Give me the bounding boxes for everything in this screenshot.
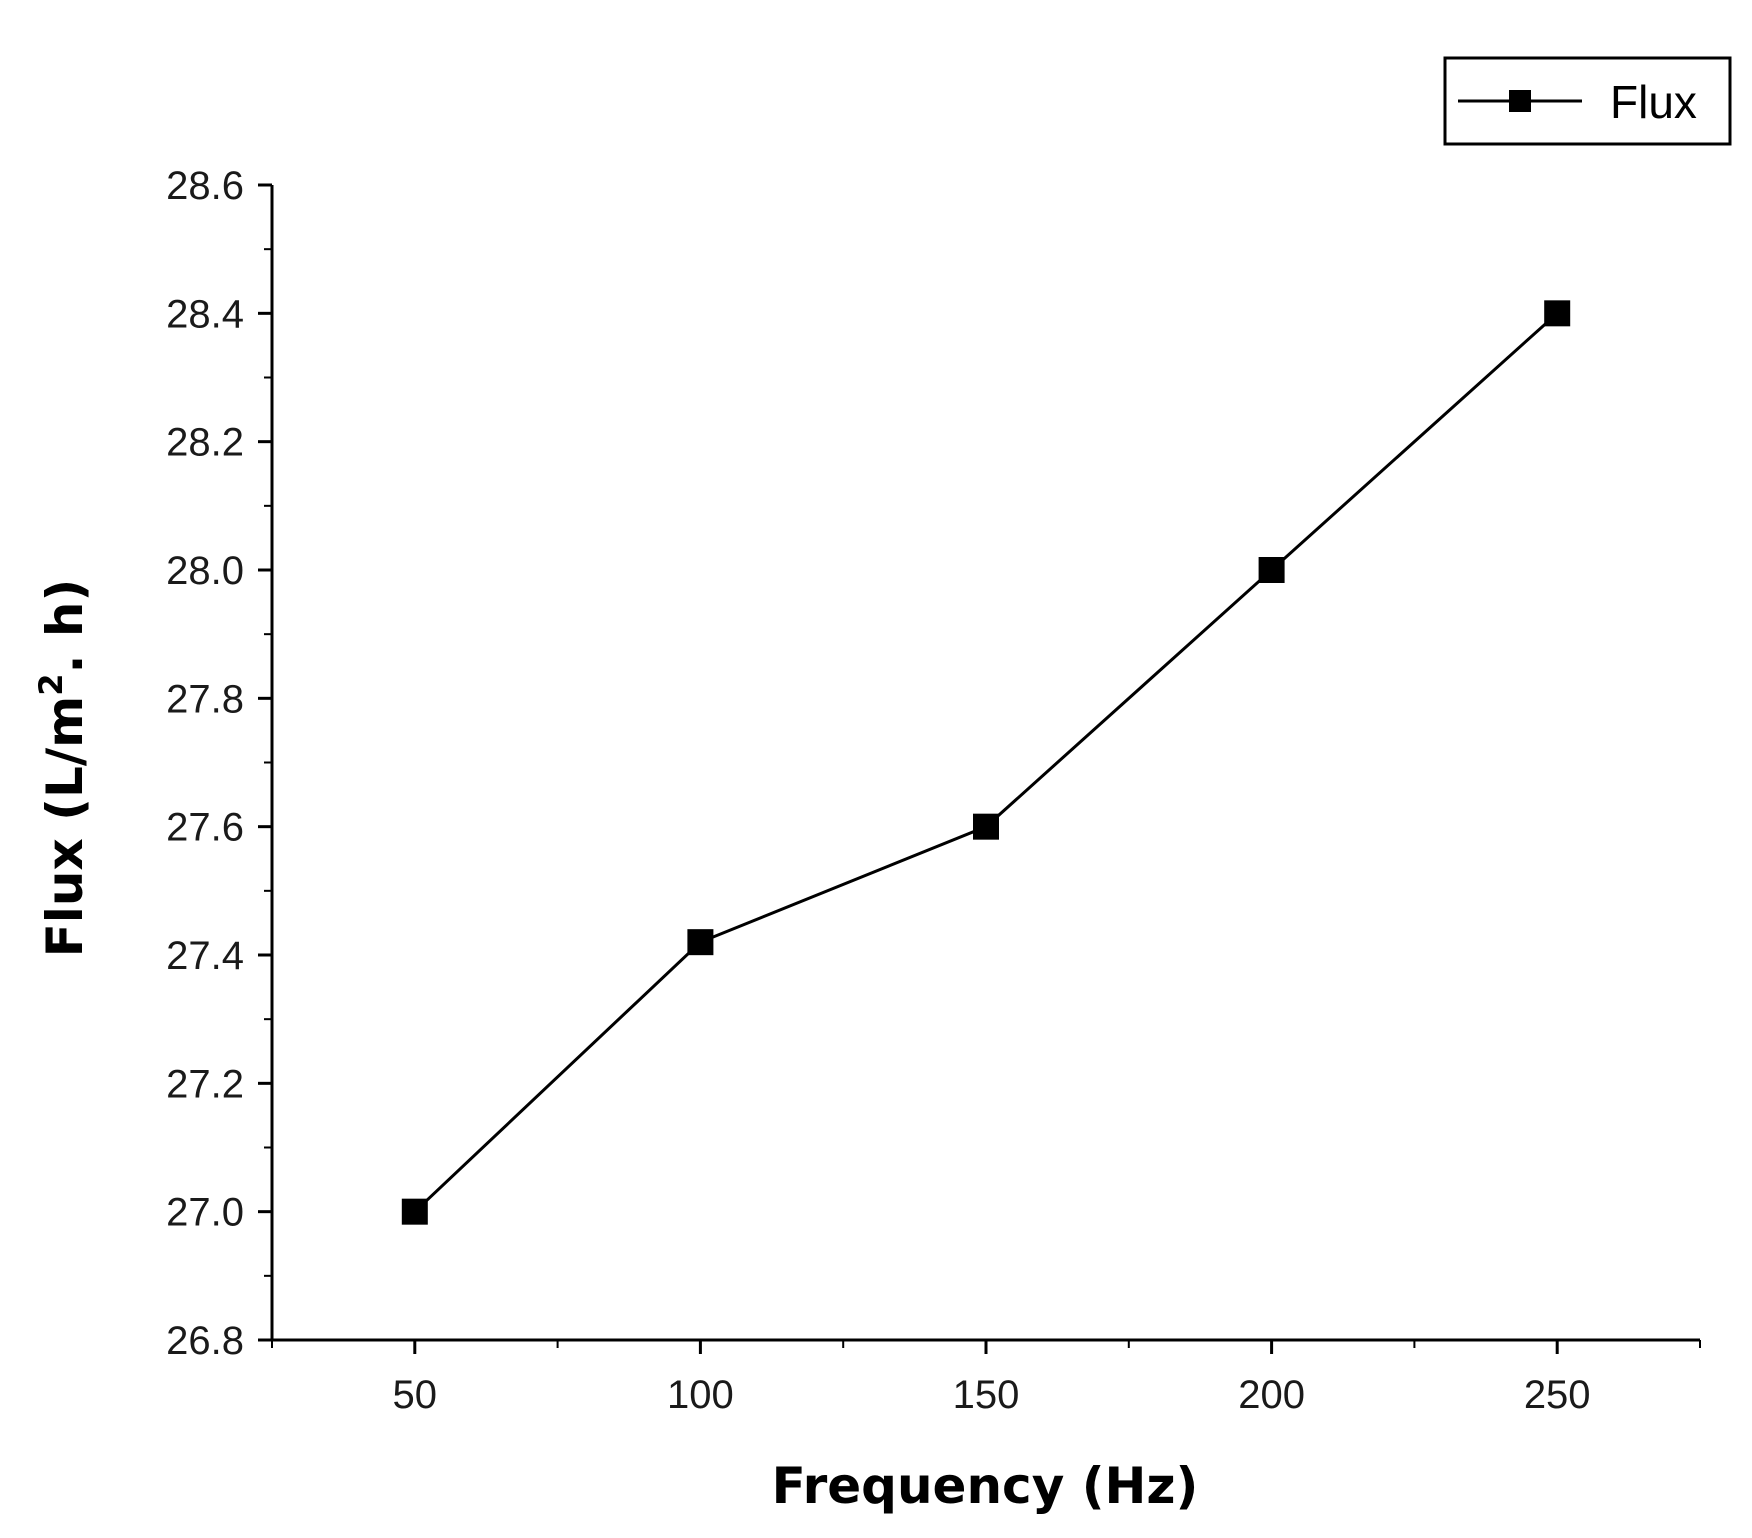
x-axis-title: Frequency (Hz) — [772, 1457, 1199, 1515]
series-line-flux — [413, 312, 1559, 1213]
y-axis-title-prefix: Flux (L/m — [36, 696, 94, 958]
y-tick-label: 27.6 — [166, 806, 244, 850]
y-tick-label: 27.4 — [166, 934, 244, 978]
y-tick-label: 26.8 — [166, 1319, 244, 1363]
x-tick-label: 150 — [953, 1373, 1020, 1417]
data-point-marker — [973, 813, 999, 840]
y-tick-label: 27.8 — [166, 677, 244, 721]
ticks: 26.8 27.0 27.2 27.4 27.6 27.8 28.0 28.2 28.4 28.6… — [166, 164, 1701, 1417]
x-tick-label: 200 — [1238, 1373, 1305, 1417]
data-point-marker — [687, 929, 714, 956]
y-tick-label: 28.2 — [166, 421, 244, 465]
legend-marker-swatch — [1509, 90, 1531, 112]
y-tick-label: 28.0 — [166, 549, 244, 593]
legend: Flux — [1443, 56, 1732, 146]
y-axis-title-suffix: . h) — [36, 579, 94, 674]
y-axis-title-superscript: 2 — [32, 673, 70, 695]
data-point-marker — [1544, 300, 1571, 327]
x-tick-label: 250 — [1524, 1373, 1591, 1417]
data-point-marker — [401, 1198, 428, 1225]
y-tick-label: 28.4 — [166, 292, 244, 336]
y-tick-label: 27.0 — [166, 1191, 244, 1235]
plot-area — [401, 300, 1571, 1225]
y-tick-label: 28.6 — [166, 164, 244, 208]
legend-label-flux: Flux — [1610, 76, 1697, 128]
axes — [270, 185, 1700, 1342]
x-tick-label: 100 — [667, 1373, 734, 1417]
data-point-marker — [1258, 557, 1285, 583]
y-tick-label: 27.2 — [166, 1062, 244, 1106]
y-axis-title: Flux (L/m2. h) — [32, 579, 94, 958]
x-tick-label: 50 — [393, 1373, 438, 1417]
